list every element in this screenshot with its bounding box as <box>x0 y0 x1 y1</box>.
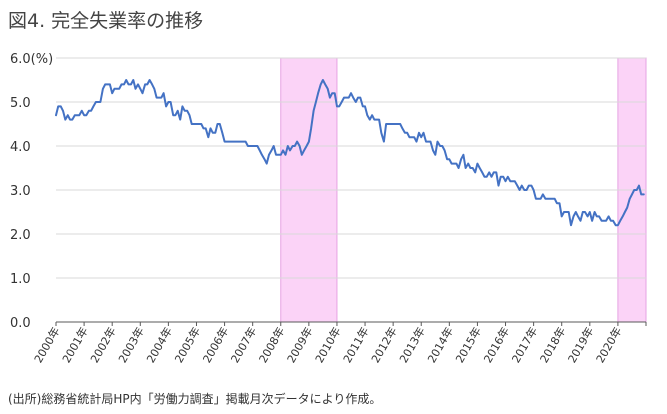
series-lines <box>55 79 645 227</box>
y-tick-labels: 0.0 1.0 2.0 3.0 4.0 5.0 6.0(%) <box>10 52 53 331</box>
x-tick-labels: 2000年2001年2002年2003年2004年2005年2006年2007年… <box>31 325 625 366</box>
x-tick-label: 2006年 <box>200 325 232 366</box>
y-tick-label: 2.0 <box>10 228 31 243</box>
x-tick-label: 2015年 <box>452 325 484 366</box>
axes <box>55 321 647 326</box>
y-axis-label: 6.0(%) <box>10 52 53 67</box>
y-tick-label: 4.0 <box>10 140 31 155</box>
x-tick-label: 2005年 <box>171 325 203 366</box>
series-line-0 <box>55 79 645 227</box>
x-tick-label: 2019年 <box>565 325 597 366</box>
x-tick-label: 2009年 <box>284 325 316 366</box>
x-tick-label: 2014年 <box>424 325 456 366</box>
x-tick-label: 2011年 <box>340 325 372 366</box>
x-tick-label: 2018年 <box>537 325 569 366</box>
x-tick-label: 2017年 <box>509 325 541 366</box>
x-tick-label: 2013年 <box>396 325 428 366</box>
y-tick-label: 3.0 <box>10 184 31 199</box>
x-tick-label: 2003年 <box>115 325 147 366</box>
x-tick-label: 2001年 <box>59 325 91 366</box>
y-tick-label: 1.0 <box>10 272 31 287</box>
x-tick-label: 2002年 <box>87 325 119 366</box>
x-tick-label: 2008年 <box>256 325 288 366</box>
x-tick-label: 2004年 <box>143 325 175 366</box>
x-tick-label: 2010年 <box>312 325 344 366</box>
x-tick-label: 2012年 <box>368 325 400 366</box>
y-tick-label: 0.0 <box>10 316 31 331</box>
x-tick-label: 2020年 <box>593 325 625 366</box>
source-note: (出所)総務省統計局HP内「労働力調査」掲載月次データにより作成。 <box>8 392 382 406</box>
x-tick-label: 2007年 <box>228 325 260 366</box>
x-tick-label: 2016年 <box>480 325 512 366</box>
x-tick-label: 2000年 <box>31 325 63 366</box>
chart-title: 図4. 完全失業率の推移 <box>8 10 204 32</box>
gridlines <box>56 57 646 279</box>
y-tick-label: 5.0 <box>10 96 31 111</box>
